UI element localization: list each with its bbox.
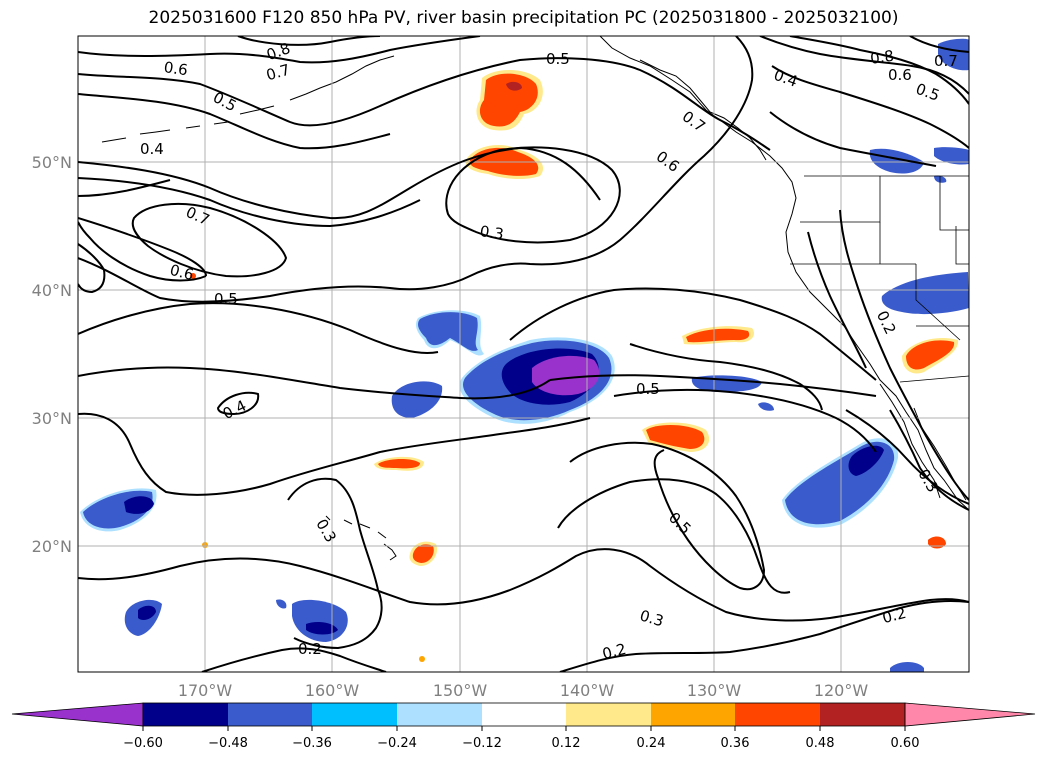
colorbar-segment bbox=[651, 703, 735, 726]
colorbar-tick-label: 0.12 bbox=[552, 736, 581, 751]
latitude-labels: 50°N 40°N 30°N 20°N bbox=[32, 153, 72, 556]
colorbar-extend-max bbox=[905, 703, 1035, 726]
colorbar-tick-label: −0.12 bbox=[462, 736, 502, 751]
colorbar-tick-label: 0.48 bbox=[806, 736, 835, 751]
precip-positive-area bbox=[419, 656, 425, 662]
lon-label: 170°W bbox=[178, 681, 233, 700]
colorbar-tick-label: 0.24 bbox=[637, 736, 666, 751]
contour-label: 0.5 bbox=[636, 380, 660, 398]
colorbar-tick-label: 0.60 bbox=[891, 736, 920, 751]
contour-label: 0.6 bbox=[888, 66, 912, 84]
lon-label: 150°W bbox=[433, 681, 488, 700]
contour-label: 0.5 bbox=[546, 50, 570, 68]
colorbar-extend-min bbox=[12, 703, 143, 726]
contour-label: 0.3 bbox=[479, 222, 505, 243]
longitude-labels: 170°W 160°W 150°W 140°W 130°W 120°W bbox=[178, 681, 869, 700]
contour-label: 0.4 bbox=[140, 140, 164, 158]
colorbar-ticks bbox=[143, 726, 905, 731]
colorbar-segment bbox=[482, 703, 566, 726]
lat-label: 30°N bbox=[32, 409, 72, 428]
contour-label: 0.6 bbox=[163, 58, 189, 79]
lon-label: 120°W bbox=[814, 681, 869, 700]
lon-label: 130°W bbox=[687, 681, 742, 700]
colorbar-segment bbox=[312, 703, 397, 726]
contour-label: 0.2 bbox=[298, 640, 322, 658]
contour-label: 0.7 bbox=[934, 52, 958, 70]
colorbar-tick-label: −0.48 bbox=[208, 736, 248, 751]
lon-label: 160°W bbox=[305, 681, 360, 700]
colorbar-segment bbox=[228, 703, 312, 726]
contour-label: 0.8 bbox=[869, 47, 895, 68]
colorbar-segment bbox=[820, 703, 905, 726]
map-figure: 0.8 0.7 0.6 0.5 0.4 0.7 0.6 0.5 0.3 0.4 … bbox=[0, 0, 1047, 765]
lat-label: 20°N bbox=[32, 537, 72, 556]
contour-label: 0.5 bbox=[214, 290, 238, 308]
colorbar-segment bbox=[566, 703, 651, 726]
colorbar: −0.60 −0.48 −0.36 −0.24 −0.12 0.12 0.24 … bbox=[12, 703, 1035, 751]
colorbar-tick-label: −0.60 bbox=[123, 736, 163, 751]
lon-label: 140°W bbox=[560, 681, 615, 700]
lat-label: 50°N bbox=[32, 153, 72, 172]
colorbar-segment bbox=[735, 703, 820, 726]
colorbar-segment bbox=[397, 703, 482, 726]
colorbar-segment bbox=[143, 703, 228, 726]
colorbar-tick-label: 0.36 bbox=[721, 736, 750, 751]
lat-label: 40°N bbox=[32, 281, 72, 300]
colorbar-tick-label: −0.24 bbox=[377, 736, 417, 751]
colorbar-tick-label: −0.36 bbox=[292, 736, 332, 751]
